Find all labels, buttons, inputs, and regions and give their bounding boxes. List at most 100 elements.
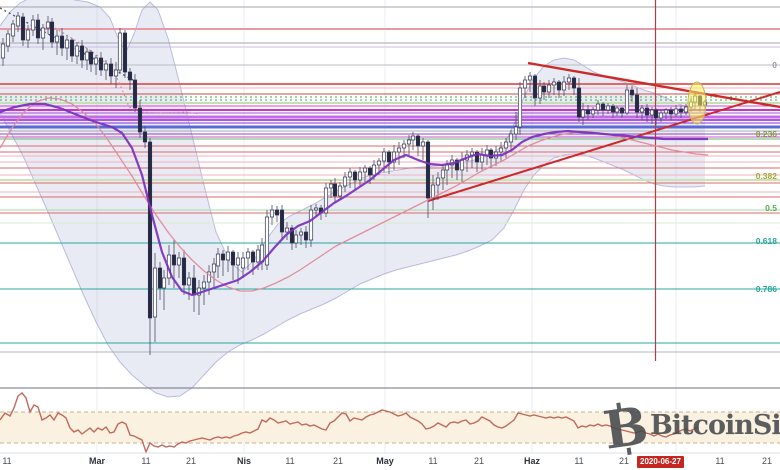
candle-body (88, 51, 94, 65)
candle-body (527, 75, 533, 81)
x-axis-day-label: 11 (715, 456, 725, 466)
candle-body (396, 147, 402, 153)
candle-body (337, 185, 343, 197)
candle-body (435, 177, 441, 186)
fib-level-label: 0.5 (765, 203, 777, 213)
candle-body (517, 87, 523, 128)
candle-body (93, 57, 99, 65)
candle-body (45, 21, 51, 29)
x-axis-day-label: 11 (574, 456, 584, 466)
candle-body (658, 112, 664, 119)
candle-body (25, 29, 31, 41)
candle-body (132, 79, 138, 109)
candle-body (420, 141, 426, 147)
candle-body (444, 164, 450, 171)
candle-body (79, 45, 85, 61)
candle-body (137, 107, 143, 133)
candle-body (371, 164, 377, 176)
candle-body (386, 151, 392, 163)
candle-body (610, 105, 616, 113)
trend-line-descending[interactable] (527, 61, 780, 109)
candle-body (191, 277, 197, 296)
trend-line-ascending[interactable] (427, 91, 780, 202)
candle-body (381, 151, 387, 162)
candle-body (513, 126, 519, 135)
candle-body (74, 45, 80, 57)
candle-body (663, 109, 669, 114)
x-axis-day-label: 21 (473, 456, 484, 466)
candle-body (673, 108, 679, 115)
candle-body (415, 135, 421, 147)
candle-body (117, 32, 123, 71)
candle-body (580, 109, 586, 118)
x-axis-day-label: 11 (285, 456, 295, 466)
x-axis-month-label: May (376, 456, 394, 466)
x-axis-day-label: 21 (332, 456, 343, 466)
candle-body (176, 257, 182, 266)
candle-body (649, 109, 655, 116)
x-axis-day-label: 21 (618, 456, 629, 466)
candle-body (600, 103, 606, 111)
x-axis-month-label: Mar (88, 456, 105, 466)
candle-body (186, 277, 192, 286)
candle-body (98, 57, 104, 71)
candle-body (367, 167, 373, 176)
candle-body (619, 107, 625, 114)
candle-body (142, 131, 148, 143)
candle-body (605, 105, 611, 111)
x-axis-day-label: 11 (2, 456, 12, 466)
candle-body (357, 171, 363, 181)
ma-basis-line (0, 102, 708, 297)
candle-body (59, 35, 65, 49)
candle-body (376, 160, 382, 166)
candle-body (590, 109, 596, 115)
candle-body (474, 151, 480, 163)
candle-body (430, 184, 436, 199)
candle-body (454, 159, 460, 171)
candle-body (274, 209, 280, 216)
candle-body (653, 109, 659, 119)
candle-body (585, 109, 591, 115)
candle-body (127, 71, 133, 81)
candle-body (181, 257, 187, 286)
candle-body (479, 154, 485, 163)
candle-body (541, 85, 547, 93)
candle-body (332, 183, 338, 197)
candle-body (561, 81, 567, 91)
candle-body (157, 267, 163, 289)
x-axis-month-label: Haz (523, 456, 540, 466)
candle-body (313, 207, 319, 211)
rsi-line (0, 392, 699, 454)
candle-body (532, 75, 538, 99)
candle-body (152, 267, 158, 318)
candle-body (122, 32, 128, 73)
candle-body (556, 81, 562, 91)
x-axis-day-label: 21 (185, 456, 196, 466)
candle-body (634, 94, 640, 113)
x-axis-day-label: 21 (761, 456, 772, 466)
fib-level-label: 0.786 (755, 284, 777, 294)
candle-body (576, 87, 582, 118)
candle-body (614, 107, 620, 113)
candle-body (678, 108, 684, 113)
candle-body (508, 133, 514, 143)
candle-body (566, 77, 572, 83)
candle-body (425, 141, 431, 199)
candle-body (225, 251, 231, 261)
candle-body (240, 257, 246, 269)
candle-body (328, 183, 334, 189)
highlight-ellipse[interactable] (687, 81, 707, 125)
candle-body (35, 19, 41, 39)
x-axis-day-label: 11 (428, 456, 438, 466)
candle-body (410, 135, 416, 141)
candle-body (69, 39, 75, 57)
candle-body (235, 257, 241, 266)
candle-body (147, 141, 153, 319)
candle-body (206, 271, 212, 283)
date-marker-badge[interactable]: 2020-06-27 (637, 456, 684, 468)
candle-body (546, 84, 552, 93)
candle-body (551, 81, 557, 86)
candle-body (347, 171, 353, 178)
candle-body (108, 63, 114, 77)
